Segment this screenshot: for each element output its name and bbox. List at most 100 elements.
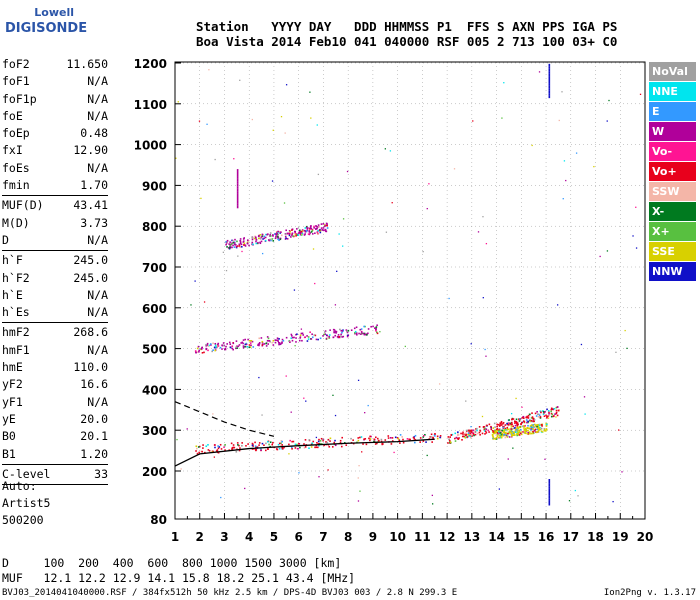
param-separator xyxy=(2,195,108,197)
echo-point xyxy=(488,431,490,433)
echo-point xyxy=(335,332,337,334)
noise-point xyxy=(635,206,637,208)
echo-point xyxy=(529,432,531,435)
echo-point xyxy=(316,227,318,230)
echo-point xyxy=(307,233,310,235)
echo-point xyxy=(338,335,340,338)
echo-point xyxy=(270,235,272,237)
echo-point xyxy=(196,351,199,353)
noise-point xyxy=(556,304,559,306)
param-row: h`F 245.0 xyxy=(2,252,108,269)
echo-point xyxy=(328,337,331,339)
echo-point xyxy=(324,330,327,332)
y-tick-label: 900 xyxy=(142,179,167,193)
station-header: Station YYYY DAY DDD HHMMSS P1 FFS S AXN… xyxy=(196,19,617,49)
echo-point xyxy=(216,449,219,451)
echo-point xyxy=(376,442,378,445)
noise-point xyxy=(593,165,595,168)
echo-point xyxy=(495,431,497,434)
echo-point xyxy=(374,443,377,445)
logo-line2: DIGISONDE xyxy=(5,21,88,36)
echo-point xyxy=(300,233,303,236)
echo-point xyxy=(220,448,223,450)
echo-point xyxy=(479,430,482,432)
parameter-table: foF2 11.650 foF1 N/A foF1p N/A foE N/A foEp 0.48 f… xyxy=(2,56,108,486)
echo-point xyxy=(530,429,532,431)
echo-point xyxy=(431,441,433,443)
echo-point xyxy=(506,429,508,432)
echo-point xyxy=(286,232,289,235)
noise-point xyxy=(237,255,239,257)
echo-point xyxy=(314,446,316,449)
echo-point xyxy=(499,422,502,424)
echo-point xyxy=(272,339,275,342)
echo-point xyxy=(319,440,322,442)
echo-point xyxy=(223,446,225,449)
noise-point xyxy=(190,304,192,306)
echo-point xyxy=(285,336,288,339)
echo-point xyxy=(548,411,550,414)
echo-point xyxy=(311,333,313,336)
echo-point xyxy=(261,341,264,344)
echo-point xyxy=(243,237,246,239)
echo-point xyxy=(528,413,531,416)
echo-point xyxy=(266,339,269,342)
legend-item-ssw: SSW xyxy=(649,182,696,201)
echo-point xyxy=(536,413,539,416)
echo-point xyxy=(288,230,291,232)
vertical-burst xyxy=(548,500,551,504)
echo-point xyxy=(251,444,254,447)
echo-point xyxy=(504,424,507,426)
echo-point xyxy=(532,430,534,433)
echo-point xyxy=(512,418,515,420)
noise-point xyxy=(203,301,206,303)
vertical-burst xyxy=(548,66,551,69)
echo-point xyxy=(369,435,371,438)
echo-point xyxy=(266,336,269,338)
echo-point xyxy=(375,326,378,328)
echo-point xyxy=(225,345,227,348)
echo-point xyxy=(398,439,401,442)
echo-point xyxy=(269,234,272,236)
echo-point xyxy=(231,345,234,347)
param-row: MUF(D) 43.41 xyxy=(2,197,108,214)
echo-point xyxy=(247,338,249,341)
echo-point xyxy=(246,345,249,348)
noise-point xyxy=(288,453,290,455)
echo-point xyxy=(460,432,462,435)
echo-point xyxy=(235,451,238,453)
echo-point xyxy=(465,429,468,432)
echo-point xyxy=(539,428,541,431)
echo-point xyxy=(301,332,304,335)
echo-point xyxy=(524,430,526,432)
noise-point xyxy=(225,269,228,272)
echo-point xyxy=(233,246,236,248)
noise-point xyxy=(357,477,359,479)
echo-point xyxy=(462,431,464,434)
echo-point xyxy=(391,437,394,439)
echo-point xyxy=(481,432,484,435)
param-separator xyxy=(2,463,108,465)
noise-point xyxy=(357,379,360,382)
echo-point xyxy=(239,241,242,244)
noise-point xyxy=(428,183,430,185)
vertical-burst xyxy=(548,68,551,72)
echo-point xyxy=(242,342,244,345)
echo-point xyxy=(532,418,535,421)
y-tick-label: 1000 xyxy=(134,139,167,153)
noise-point xyxy=(547,417,550,419)
echo-point xyxy=(548,414,550,417)
noise-point xyxy=(338,233,340,235)
echo-point xyxy=(389,436,392,439)
echo-point xyxy=(323,333,325,336)
echo-point xyxy=(532,424,535,426)
echo-point xyxy=(503,434,505,436)
echo-point xyxy=(470,429,473,432)
echo-point xyxy=(288,232,290,235)
noise-point xyxy=(612,500,614,503)
noise-point xyxy=(367,404,369,407)
echo-point xyxy=(514,428,517,431)
param-row: yE 20.0 xyxy=(2,411,108,428)
noise-point xyxy=(296,448,299,450)
echo-point xyxy=(542,410,545,413)
